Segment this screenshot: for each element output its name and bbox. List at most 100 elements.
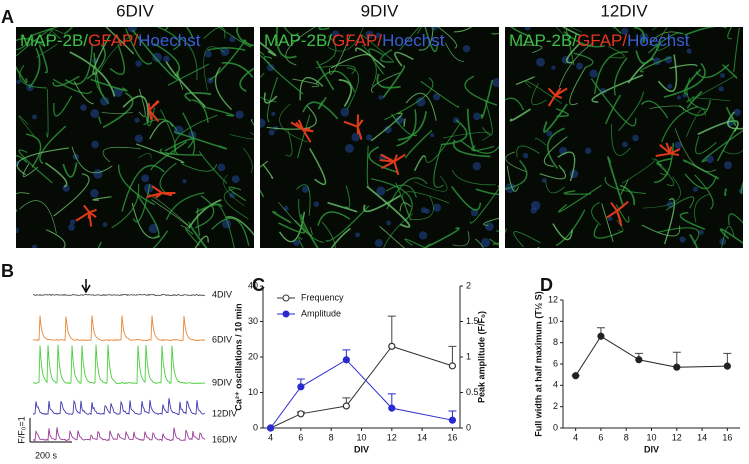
neurite <box>318 27 330 30</box>
neurite <box>207 47 246 51</box>
nucleus <box>235 110 244 119</box>
neurite <box>16 147 70 176</box>
neurite <box>656 157 672 166</box>
neurite <box>93 52 105 98</box>
calcium-trace <box>32 293 206 297</box>
neurite <box>315 60 335 91</box>
y2-tick-label: 1 <box>466 351 471 361</box>
neurite <box>683 68 702 96</box>
neurite <box>149 120 174 140</box>
neurite <box>363 194 401 213</box>
neurite <box>260 189 265 198</box>
data-point <box>597 332 605 340</box>
nucleus <box>31 244 38 248</box>
astrocyte <box>659 143 671 155</box>
neurite <box>151 199 190 229</box>
neurite <box>491 32 499 35</box>
trace-label: 16DIV <box>212 434 237 444</box>
neurite <box>557 151 576 182</box>
neurite <box>420 80 460 108</box>
neurite <box>195 203 223 214</box>
legend-label: Amplitude <box>301 308 341 318</box>
nucleus <box>724 161 733 170</box>
nucleus <box>632 134 639 142</box>
astrocyte <box>87 212 91 219</box>
neurite <box>684 173 717 190</box>
y-tick-label: 30 <box>248 316 258 326</box>
stain-part: GFAP/ <box>332 31 382 50</box>
data-point <box>388 404 396 412</box>
astrocyte <box>161 192 173 197</box>
panel-label: D <box>540 275 553 295</box>
neurite <box>366 185 411 228</box>
nucleus <box>134 117 140 123</box>
neurite <box>545 180 565 194</box>
neurite <box>552 223 573 241</box>
neurite <box>97 116 102 125</box>
neurite <box>547 127 565 169</box>
calcium-trace <box>32 427 206 442</box>
neurite <box>649 105 684 111</box>
neurite <box>483 217 499 226</box>
neurite <box>725 106 737 126</box>
scale-label: 200 s <box>35 450 58 460</box>
neurite <box>464 75 498 106</box>
neurite <box>370 178 413 221</box>
neurite <box>399 27 422 51</box>
error-bar <box>387 315 396 347</box>
neurite <box>32 27 74 36</box>
neurite <box>102 146 141 163</box>
neurite <box>101 112 133 114</box>
calcium-trace <box>32 344 206 385</box>
neurite <box>489 238 499 246</box>
neurite <box>721 225 735 248</box>
neurite <box>18 115 36 138</box>
neurite <box>469 188 499 224</box>
neurite <box>86 43 106 80</box>
neurite <box>135 143 185 164</box>
neurite <box>663 62 706 98</box>
data-point <box>572 372 580 380</box>
neurite <box>181 163 218 172</box>
panel-label: C <box>252 275 265 295</box>
y-tick-label: 2 <box>553 401 558 411</box>
series-line <box>575 335 728 377</box>
astrocyte <box>610 201 618 212</box>
neurite <box>722 64 738 79</box>
neurite <box>45 162 68 188</box>
nucleus <box>229 36 236 43</box>
nucleus <box>182 179 187 184</box>
nucleus <box>541 178 547 183</box>
neurite <box>97 241 102 248</box>
y2-axis-label: Peak amplitude (F/F₀) <box>476 311 486 403</box>
x-tick-label: 8 <box>624 432 629 442</box>
y2-tick-label: 0.5 <box>466 387 479 397</box>
data-point <box>297 410 305 418</box>
neurite <box>250 119 254 126</box>
data-point <box>448 362 457 370</box>
data-point <box>723 362 731 370</box>
y-tick-label: 12 <box>548 294 558 304</box>
nucleus <box>384 125 392 134</box>
nucleus <box>674 141 683 150</box>
neurite <box>22 163 39 177</box>
neurite <box>195 195 215 229</box>
neurite <box>640 100 669 119</box>
nucleus <box>679 236 686 243</box>
neurite <box>475 185 499 196</box>
nucleus <box>432 203 442 212</box>
neurite <box>396 109 417 147</box>
stain-part: Hoechst <box>382 31 445 50</box>
nucleus <box>430 27 439 31</box>
nucleus <box>551 65 556 70</box>
neurite <box>397 111 428 141</box>
astrocyte <box>148 109 160 123</box>
neurite <box>565 27 575 66</box>
stain-label: MAP-2B/GFAP/Hoechst <box>264 31 445 50</box>
x-tick-label: 10 <box>646 432 656 442</box>
data-point <box>342 356 350 364</box>
nucleus <box>733 108 741 116</box>
neurite <box>543 103 568 133</box>
neurite <box>330 227 351 248</box>
neurite <box>657 54 678 93</box>
